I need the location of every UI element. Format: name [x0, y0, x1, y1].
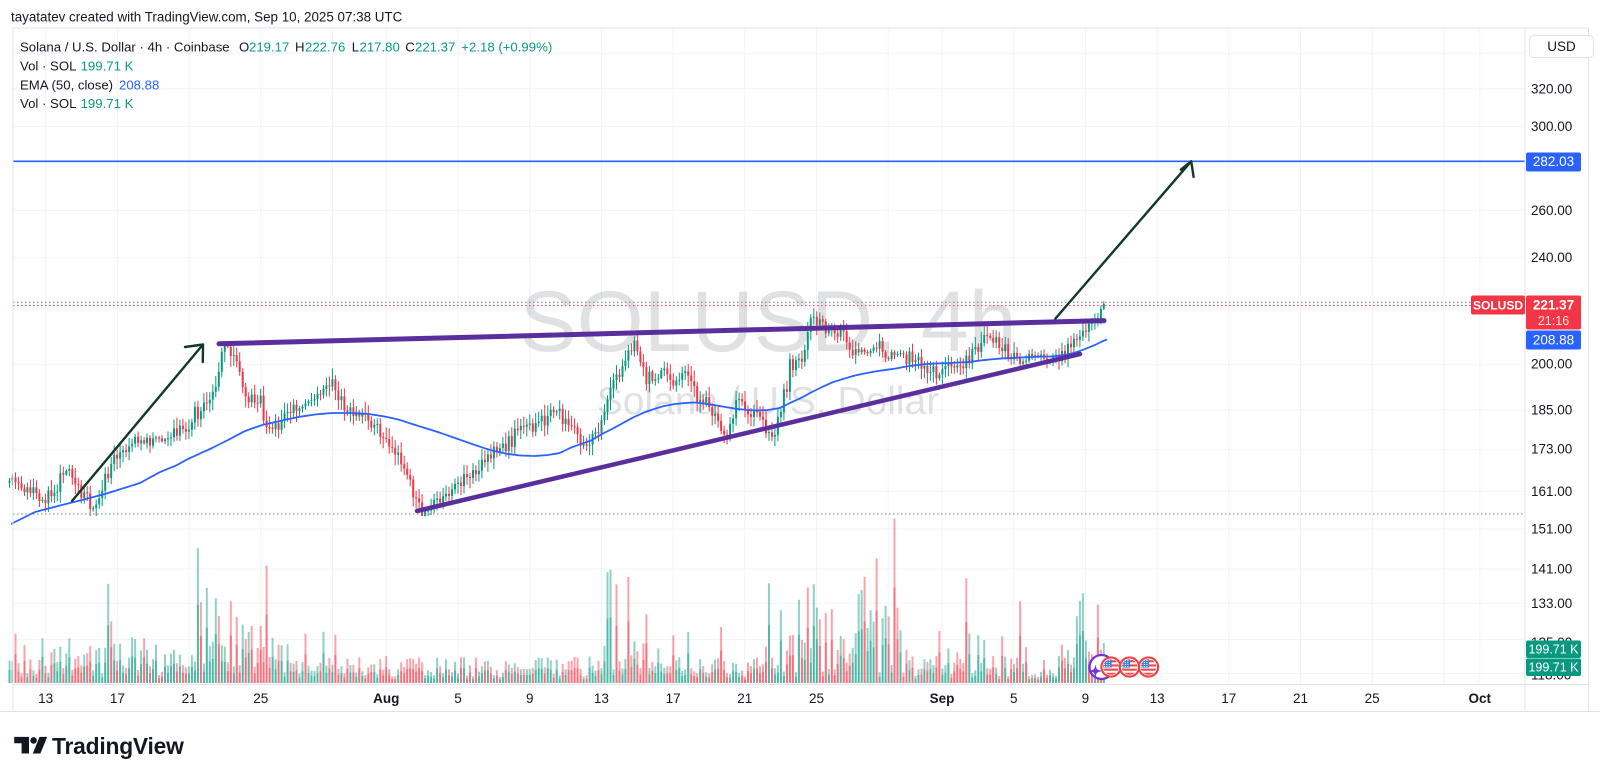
svg-text:Solana / U.S. Dollar · 4h · Co: Solana / U.S. Dollar · 4h · Coinbase O219…	[20, 40, 552, 55]
svg-text:SOLUSD: SOLUSD	[1473, 299, 1523, 313]
svg-text:9: 9	[526, 691, 534, 706]
svg-text:Oct: Oct	[1469, 691, 1492, 706]
svg-text:21: 21	[1293, 691, 1308, 706]
svg-text:21: 21	[737, 691, 752, 706]
svg-text:320.00: 320.00	[1531, 81, 1572, 96]
svg-text:199.71 K: 199.71 K	[1528, 643, 1579, 657]
svg-text:17: 17	[110, 691, 125, 706]
svg-text:200.00: 200.00	[1531, 357, 1572, 372]
svg-text:USD: USD	[1547, 39, 1576, 54]
svg-text:161.00: 161.00	[1531, 484, 1572, 499]
svg-text:13: 13	[594, 691, 609, 706]
svg-text:151.00: 151.00	[1531, 521, 1572, 536]
svg-text:260.00: 260.00	[1531, 203, 1572, 218]
svg-text:208.88: 208.88	[1533, 333, 1574, 348]
svg-text:25: 25	[1365, 691, 1380, 706]
svg-text:5: 5	[1010, 691, 1018, 706]
svg-text:Aug: Aug	[373, 691, 399, 706]
svg-text:5: 5	[454, 691, 462, 706]
svg-text:21: 21	[182, 691, 197, 706]
svg-text:199.71 K: 199.71 K	[1528, 661, 1579, 675]
svg-text:Sep: Sep	[930, 691, 955, 706]
svg-text:300.00: 300.00	[1531, 119, 1572, 134]
svg-text:240.00: 240.00	[1531, 250, 1572, 265]
svg-text:TradingView: TradingView	[52, 733, 184, 759]
svg-text:185.00: 185.00	[1531, 402, 1572, 417]
svg-text:25: 25	[809, 691, 824, 706]
svg-text:EMA (50, close)208.88: EMA (50, close) 208.88	[20, 78, 159, 93]
svg-text:25: 25	[253, 691, 268, 706]
svg-text:141.00: 141.00	[1531, 562, 1572, 577]
svg-text:21:16: 21:16	[1538, 314, 1569, 328]
svg-text:SOLUSD, 4h: SOLUSD, 4h	[519, 274, 1016, 370]
svg-text:221.37: 221.37	[1533, 298, 1574, 313]
svg-text:17: 17	[1221, 691, 1236, 706]
svg-text:133.00: 133.00	[1531, 596, 1572, 611]
svg-text:17: 17	[666, 691, 681, 706]
svg-text:9: 9	[1082, 691, 1090, 706]
svg-text:13: 13	[38, 691, 53, 706]
svg-text:282.03: 282.03	[1533, 154, 1574, 169]
svg-text:tayatatev created with Trading: tayatatev created with TradingView.com, …	[11, 10, 403, 25]
svg-text:173.00: 173.00	[1531, 442, 1572, 457]
svg-text:13: 13	[1150, 691, 1165, 706]
